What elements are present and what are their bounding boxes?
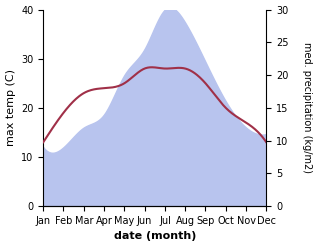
Y-axis label: med. precipitation (kg/m2): med. precipitation (kg/m2) — [302, 42, 313, 173]
X-axis label: date (month): date (month) — [114, 231, 196, 242]
Y-axis label: max temp (C): max temp (C) — [5, 69, 16, 146]
